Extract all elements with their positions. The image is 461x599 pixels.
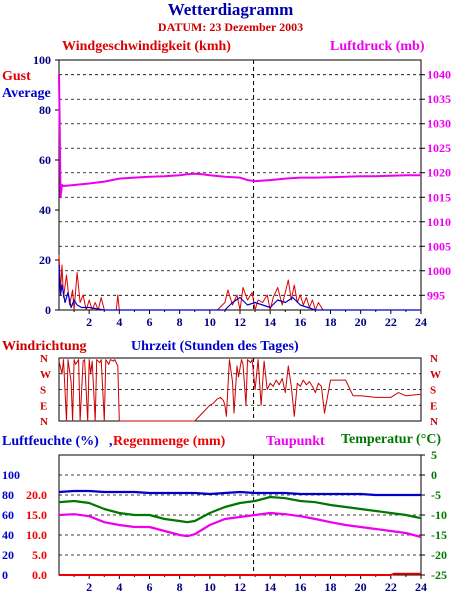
wind-x-tick-label-0: 2: [86, 315, 92, 329]
climate-x-tick-label-4: 10: [204, 580, 216, 594]
wind-y-tick-label-0: 0: [45, 303, 51, 317]
pressure-y-tick-label-2: 1005: [427, 239, 451, 253]
pressure-y-tick-label-1: 1000: [427, 264, 451, 278]
wind-x-tick-label-3: 8: [177, 315, 183, 329]
rain-series-line: [59, 572, 421, 576]
wind-x-tick-label-2: 6: [147, 315, 153, 329]
title-separator: ,: [109, 434, 113, 449]
climate-x-tick-label-8: 18: [325, 580, 337, 594]
wind-y-tick-label-2: 40: [39, 203, 51, 217]
wind-plot-frame: [58, 59, 422, 311]
pressure-series-line: [58, 74, 421, 199]
pressure-y-tick-label-3: 1010: [427, 215, 451, 229]
winddir-right-label-1: W: [430, 369, 441, 381]
climate-x-tick-label-9: 20: [355, 580, 367, 594]
rain-y-tick-label-3: 15.0: [26, 508, 47, 522]
humidity-y-tick-label-1: 20: [2, 548, 14, 562]
pressure-y-tick-label-9: 1040: [427, 68, 451, 82]
wind-y-tick-label-4: 80: [39, 103, 51, 117]
winddir-left-label-4: N: [40, 416, 48, 428]
temp-y-tick-label-0: 5: [431, 448, 437, 462]
legend-gust: Gust: [2, 69, 31, 84]
wind-x-tick-label-5: 12: [234, 315, 246, 329]
average-series-line: [58, 264, 421, 311]
wind-direction-series-line: [58, 359, 422, 422]
humidity-y-tick-label-5: 100: [2, 468, 20, 482]
temp-y-tick-label-2: -5: [431, 488, 441, 502]
rain-title: Regenmenge (mm): [113, 434, 226, 449]
rain-y-tick-label-2: 10.0: [26, 528, 47, 542]
climate-x-tick-label-6: 14: [264, 580, 276, 594]
winddir-left-label-2: S: [40, 385, 46, 397]
wind-x-tick-label-1: 4: [116, 315, 122, 329]
winddir-right-label-0: N: [430, 353, 438, 365]
wind-x-tick-label-4: 10: [204, 315, 216, 329]
wind-y-tick-label-5: 100: [33, 53, 51, 67]
climate-x-tick-label-3: 8: [177, 580, 183, 594]
wind-x-tick-label-7: 16: [294, 315, 306, 329]
winddir-right-label-2: S: [430, 385, 436, 397]
winddir-right-label-3: E: [430, 400, 437, 412]
pressure-y-tick-label-5: 1020: [427, 166, 451, 180]
humidity-y-tick-label-2: 40: [2, 528, 14, 542]
pressure-axis-title: Luftdruck (mb): [330, 39, 425, 54]
temp-y-tick-label-5: -20: [431, 548, 447, 562]
climate-x-tick-label-1: 4: [116, 580, 122, 594]
temperature-series-line: [58, 495, 422, 524]
rain-y-tick-label-4: 20.0: [26, 488, 47, 502]
wind-x-tick-label-9: 20: [355, 315, 367, 329]
wind-y-tick-label-3: 60: [39, 153, 51, 167]
wind-x-tick-label-8: 18: [325, 315, 337, 329]
time-axis-title: Uhrzeit (Stunden des Tages): [131, 339, 299, 354]
pressure-y-tick-label-8: 1035: [427, 92, 451, 106]
chart-date: DATUM: 23 Dezember 2003: [157, 20, 304, 34]
chart-title: Wetterdiagramm: [167, 0, 294, 19]
pressure-y-tick-label-0: 995: [427, 288, 445, 302]
climate-x-tick-label-2: 6: [147, 580, 153, 594]
temperature-title: Temperatur (°C): [341, 432, 441, 447]
climate-x-tick-label-11: 24: [415, 580, 427, 594]
dewpoint-title: Taupunkt: [266, 434, 325, 449]
rain-y-tick-label-0: 0.0: [32, 568, 47, 582]
climate-x-tick-label-5: 12: [234, 580, 246, 594]
winddir-left-label-3: E: [40, 400, 47, 412]
humidity-title: Luftfeuchte (%): [2, 434, 99, 449]
winddir-right-label-4: N: [430, 416, 438, 428]
wind-speed-axis-title: Windgeschwindigkeit (kmh): [62, 39, 231, 54]
climate-x-tick-label-10: 22: [385, 580, 397, 594]
pressure-y-tick-label-4: 1015: [427, 190, 451, 204]
wind-y-tick-label-1: 20: [39, 253, 51, 267]
gust-series-line: [58, 254, 421, 311]
winddir-left-label-1: W: [40, 369, 51, 381]
humidity-y-tick-label-3: 60: [2, 508, 14, 522]
dewpoint-series-line: [58, 511, 422, 539]
wind-x-tick-label-6: 14: [264, 315, 276, 329]
temp-y-tick-label-6: -25: [431, 568, 447, 582]
climate-x-tick-label-0: 2: [86, 580, 92, 594]
wind-x-tick-label-11: 24: [415, 315, 427, 329]
pressure-y-tick-label-6: 1025: [427, 141, 451, 155]
legend-average: Average: [2, 86, 51, 101]
humidity-series-line: [58, 489, 421, 497]
temp-y-tick-label-3: -10: [431, 508, 447, 522]
humidity-y-tick-label-4: 80: [2, 488, 14, 502]
climate-x-tick-label-7: 16: [294, 580, 306, 594]
winddir-left-label-0: N: [40, 353, 48, 365]
humidity-y-tick-label-0: 0: [2, 568, 8, 582]
wind-direction-title: Windrichtung: [2, 339, 87, 354]
temp-y-tick-label-1: 0: [431, 468, 437, 482]
rain-y-tick-label-1: 5.0: [32, 548, 47, 562]
wind-x-tick-label-10: 22: [385, 315, 397, 329]
pressure-y-tick-label-7: 1030: [427, 117, 451, 131]
temp-y-tick-label-4: -15: [431, 528, 447, 542]
